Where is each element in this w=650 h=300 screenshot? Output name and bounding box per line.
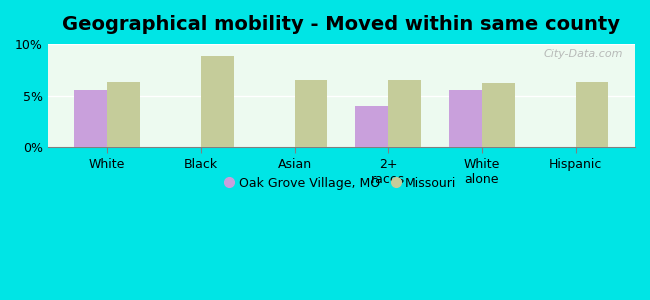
Bar	[356, 106, 388, 147]
Bar	[449, 90, 482, 147]
Bar	[75, 90, 107, 147]
Bar	[482, 83, 515, 147]
Legend: Oak Grove Village, MO, Missouri: Oak Grove Village, MO, Missouri	[222, 172, 462, 195]
Bar	[294, 80, 328, 147]
Bar	[107, 82, 140, 147]
Bar	[575, 82, 608, 147]
Text: City-Data.com: City-Data.com	[544, 49, 623, 59]
Bar	[388, 80, 421, 147]
Bar	[201, 56, 233, 147]
Title: Geographical mobility - Moved within same county: Geographical mobility - Moved within sam…	[62, 15, 620, 34]
